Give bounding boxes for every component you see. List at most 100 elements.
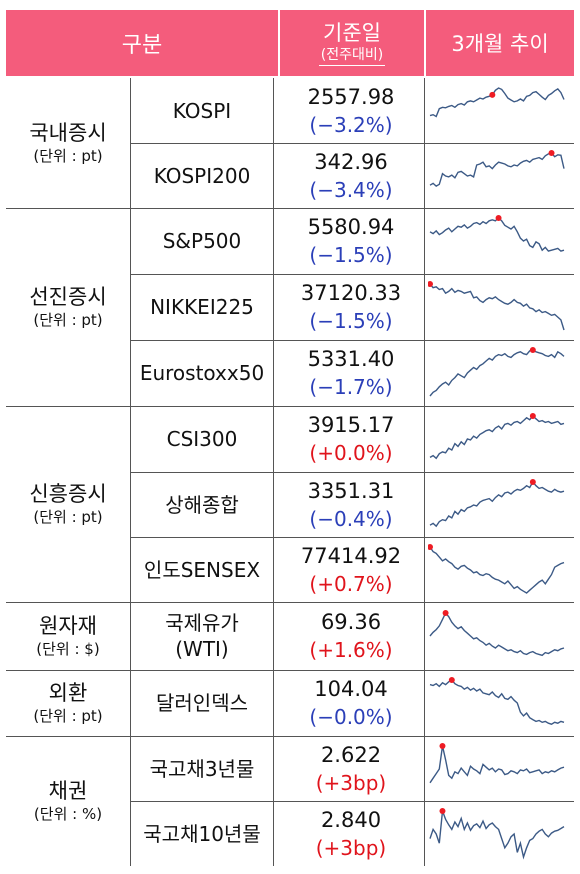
value: 5580.94 bbox=[307, 215, 395, 239]
group-unit: (단위 : pt) bbox=[33, 707, 103, 725]
trend-sparkline bbox=[429, 86, 565, 118]
group-developed: 선진증시 (단위 : pt) bbox=[6, 208, 130, 406]
trend-peak-marker bbox=[548, 149, 555, 156]
index-name: 상해종합 bbox=[165, 492, 239, 517]
value: 2.622 bbox=[320, 742, 382, 767]
header-trend-label: 3개월 추이 bbox=[451, 32, 549, 56]
group-name: 원자재 bbox=[39, 614, 97, 638]
group-divider bbox=[6, 406, 574, 407]
group-bond: 채권 (단위 : %) bbox=[6, 736, 130, 866]
trend-peak-marker bbox=[439, 807, 446, 814]
trend-line bbox=[429, 810, 565, 860]
row-divider bbox=[131, 801, 574, 802]
weekly-change: (−1.5%) bbox=[309, 243, 393, 267]
index-name: 달러인덱스 bbox=[156, 691, 248, 715]
weekly-change: (−0.4%) bbox=[309, 506, 393, 531]
weekly-change: (−1.5%) bbox=[309, 309, 393, 333]
trend-line bbox=[429, 151, 565, 187]
group-name: 채권 bbox=[48, 779, 88, 803]
trend-peak-marker bbox=[428, 543, 433, 550]
value: 104.04 bbox=[314, 677, 388, 701]
group-unit: (단위 : %) bbox=[33, 805, 103, 823]
group-name: 외환 bbox=[48, 681, 88, 705]
group-name: 국내증시 bbox=[29, 121, 107, 145]
trend-line bbox=[429, 546, 565, 594]
group-divider bbox=[6, 208, 574, 209]
trend-line bbox=[429, 745, 565, 783]
row-divider bbox=[131, 472, 574, 473]
weekly-change: (−3.4%) bbox=[309, 177, 393, 202]
trend-peak-marker bbox=[529, 478, 536, 485]
group-domestic: 국내증시 (단위 : pt) bbox=[6, 78, 130, 208]
group-name: 신흥증시 bbox=[29, 482, 107, 506]
group-unit: (단위 : pt) bbox=[33, 147, 103, 165]
trend-sparkline bbox=[429, 677, 565, 725]
value-cell: 37120.33 (−1.5%) bbox=[278, 274, 424, 340]
header-trend: 3개월 추이 bbox=[424, 10, 574, 76]
value-cell: 3915.17 (+0.0%) bbox=[278, 406, 424, 472]
trend-line bbox=[429, 480, 565, 527]
weekly-change: (+1.6%) bbox=[309, 638, 393, 662]
group-name: 선진증시 bbox=[29, 285, 107, 309]
trend-line bbox=[429, 415, 565, 460]
weekly-change: (+0.7%) bbox=[309, 571, 393, 596]
value: 342.96 bbox=[314, 149, 388, 174]
value-cell: 5580.94 (−1.5%) bbox=[278, 208, 424, 274]
trend-line bbox=[429, 283, 565, 331]
weekly-change: (+0.0%) bbox=[309, 441, 393, 465]
value: 2.840 bbox=[320, 807, 382, 832]
trend-peak-marker bbox=[428, 281, 433, 287]
row-divider bbox=[131, 537, 574, 538]
value-cell: 77414.92 (+0.7%) bbox=[278, 537, 424, 602]
header-base-date: 기준일 (전주대비) bbox=[278, 10, 424, 76]
group-emerging: 신흥증시 (단위 : pt) bbox=[6, 406, 130, 602]
value-cell: 342.96 (−3.4%) bbox=[278, 143, 424, 208]
trend-sparkline bbox=[429, 215, 565, 252]
trend-peak-marker bbox=[442, 610, 449, 616]
group-unit: (단위 : pt) bbox=[33, 508, 103, 526]
value-cell: 104.04 (−0.0%) bbox=[278, 670, 424, 736]
weekly-change: (+3bp) bbox=[315, 835, 387, 860]
group-divider bbox=[6, 670, 574, 671]
header-base-date-sub: (전주대비) bbox=[318, 45, 386, 66]
group-divider bbox=[6, 602, 574, 603]
weekly-change: (−3.2%) bbox=[309, 112, 393, 137]
value: 37120.33 bbox=[300, 281, 402, 305]
group-fx: 외환 (단위 : pt) bbox=[6, 670, 130, 736]
value: 5331.40 bbox=[307, 347, 395, 371]
index-name: Eurostoxx50 bbox=[139, 361, 265, 385]
trend-sparkline bbox=[429, 478, 565, 527]
trend-sparkline bbox=[429, 610, 565, 657]
trend-peak-marker bbox=[489, 91, 496, 98]
group-commodity: 원자재 (단위 : $) bbox=[6, 602, 130, 670]
index-name: CSI300 bbox=[166, 427, 238, 451]
value-cell: 5331.40 (−1.7%) bbox=[278, 340, 424, 406]
header-category: 구분 bbox=[6, 10, 278, 76]
column-divider bbox=[130, 78, 131, 866]
trend-peak-marker bbox=[495, 215, 502, 221]
value-cell: 69.36 (+1.6%) bbox=[278, 602, 424, 670]
weekly-change: (−1.7%) bbox=[309, 375, 393, 399]
column-divider bbox=[424, 78, 425, 866]
value: 77414.92 bbox=[300, 543, 402, 568]
value: 3915.17 bbox=[307, 413, 395, 437]
value: 2557.98 bbox=[307, 84, 395, 109]
trend-line bbox=[429, 349, 565, 397]
trend-line bbox=[429, 611, 565, 657]
trend-sparkline bbox=[429, 413, 565, 460]
header-base-date-label: 기준일 bbox=[323, 20, 381, 45]
trend-sparkline bbox=[428, 543, 565, 594]
index-name: 인도SENSEX bbox=[143, 557, 261, 582]
trend-peak-marker bbox=[529, 347, 536, 353]
row-divider bbox=[131, 340, 574, 341]
trend-peak-marker bbox=[448, 677, 455, 683]
group-unit: (단위 : pt) bbox=[33, 311, 103, 329]
weekly-change: (−0.0%) bbox=[309, 705, 393, 729]
index-name: NIKKEI225 bbox=[150, 295, 254, 319]
value-cell: 2.840 (+3bp) bbox=[278, 801, 424, 866]
row-divider bbox=[131, 143, 574, 144]
group-unit: (단위 : $) bbox=[36, 640, 100, 658]
index-name: 국고채3년물 bbox=[149, 756, 255, 781]
header-category-label: 구분 bbox=[121, 33, 163, 58]
